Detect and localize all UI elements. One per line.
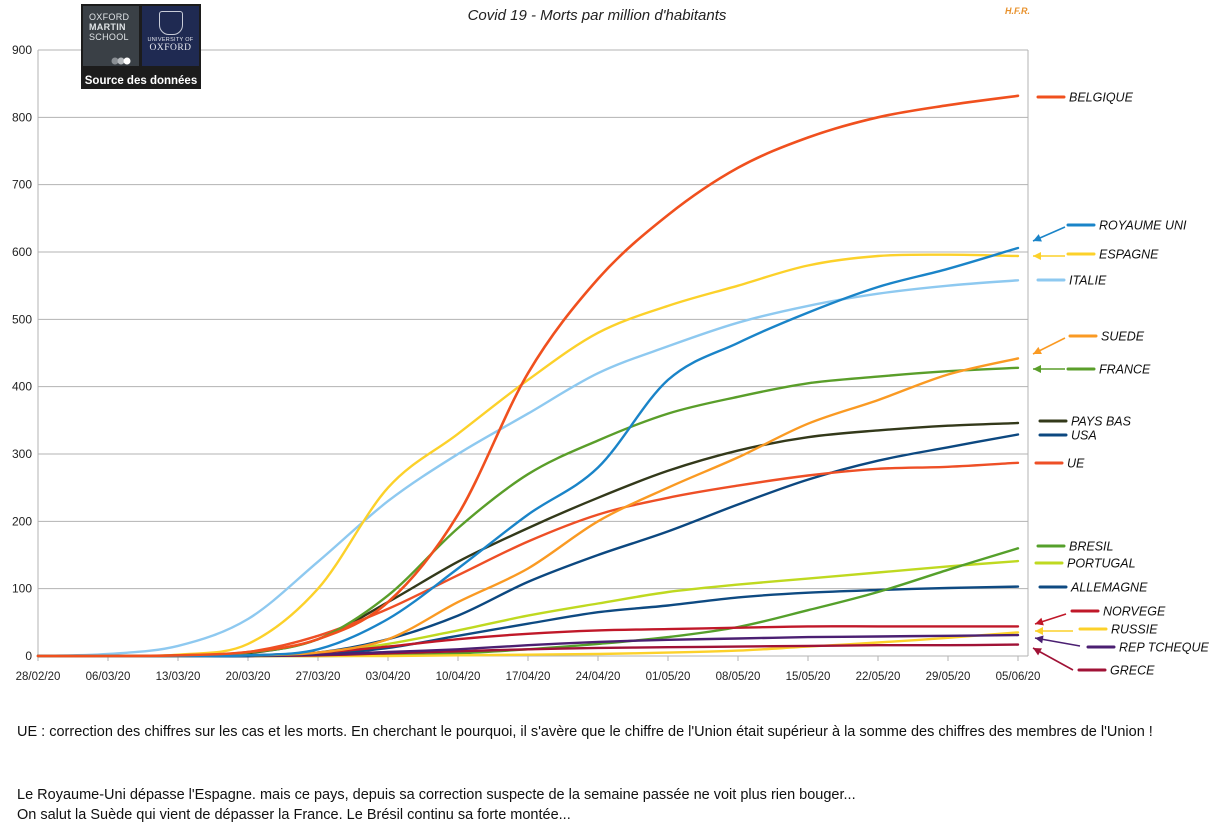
y-tick-label: 600 [12, 245, 32, 259]
legend-label-portugal: PORTUGAL [1067, 557, 1136, 571]
series-line-italie [36, 279, 1020, 658]
legend-label-russie: RUSSIE [1111, 623, 1158, 637]
oxford-crest-icon [158, 11, 183, 35]
y-tick-label: 700 [12, 178, 32, 192]
x-tick-label: 05/06/20 [996, 671, 1041, 683]
legend-label-france: FRANCE [1099, 363, 1151, 377]
note-royaume-uni: Le Royaume-Uni dépasse l'Espagne. mais c… [17, 787, 856, 803]
oxford-martin-logo: OXFORD MARTIN SCHOOL UNIVERSITY OF OXFOR… [81, 4, 201, 89]
x-tick-label: 15/05/20 [786, 671, 831, 683]
series-line-belgique [36, 94, 1020, 658]
logo-university-of: UNIVERSITY OF [147, 37, 194, 43]
series-line-suede [36, 357, 1020, 658]
legend-arrow-head-espagne [1033, 252, 1041, 260]
y-tick-label: 0 [25, 649, 32, 663]
x-axis-ticks: 28/02/20 06/03/20 13/03/20 20/03/20 27/03/20… [16, 656, 1041, 683]
legend-label-belgique: BELGIQUE [1069, 91, 1134, 105]
x-tick-label: 13/03/20 [156, 671, 201, 683]
x-tick-label: 10/04/20 [436, 671, 481, 683]
series-line-france [36, 366, 1020, 658]
x-tick-label: 28/02/20 [16, 671, 61, 683]
note-comments: Le Royaume-Uni dépasse l'Espagne. mais c… [17, 785, 1167, 825]
legend-label-norvege: NORVEGE [1103, 605, 1166, 619]
series-lines [36, 94, 1020, 658]
hfr-watermark: H.F.R. [1005, 6, 1030, 16]
x-tick-label: 03/04/20 [366, 671, 411, 683]
legend-label-usa: USA [1071, 429, 1097, 443]
series-line-pays-bas [36, 421, 1020, 658]
legend-label-bresil: BRESIL [1069, 540, 1114, 554]
legend-arrow-head-royaume-uni [1033, 234, 1042, 242]
source-label: Source des données [84, 75, 198, 87]
logo-line-martin: MARTIN [89, 22, 126, 32]
x-tick-label: 24/04/20 [576, 671, 621, 683]
logo-oxford: OXFORD [149, 43, 192, 53]
y-tick-label: 300 [12, 447, 32, 461]
series-line-royaume-uni [36, 246, 1020, 658]
legend-arrow-head-norvege [1035, 617, 1044, 626]
series-line-norvege [36, 625, 1020, 658]
logo-dots-icon [111, 57, 131, 65]
x-tick-label: 01/05/20 [646, 671, 691, 683]
legend-arrow-head-russie [1035, 627, 1043, 635]
x-tick-label: 22/05/20 [856, 671, 901, 683]
legend-arrow-head-rep-tcheque [1035, 635, 1044, 644]
note-ue-correction: UE : correction des chiffres sur les cas… [17, 724, 1153, 740]
legend-label-suede: SUEDE [1101, 330, 1145, 344]
y-tick-label: 200 [12, 514, 32, 528]
legend-label-allemagne: ALLEMAGNE [1070, 581, 1148, 595]
x-tick-label: 17/04/20 [506, 671, 551, 683]
x-tick-label: 06/03/20 [86, 671, 131, 683]
x-tick-label: 08/05/20 [716, 671, 761, 683]
legend-arrow-head-grece [1033, 648, 1042, 656]
series-line-bresil [36, 547, 1020, 658]
y-tick-label: 400 [12, 380, 32, 394]
note-suede-bresil: On salut la Suède qui vient de dépasser … [17, 807, 571, 823]
x-tick-label: 27/03/20 [296, 671, 341, 683]
y-tick-label: 800 [12, 110, 32, 124]
line-chart: Covid 19 - Morts par million d'habitants… [12, 6, 1210, 683]
legend-arrow-head-suede [1033, 346, 1042, 354]
chart-title: Covid 19 - Morts par million d'habitants [468, 7, 727, 24]
oxford-martin-school-block: OXFORD MARTIN SCHOOL [83, 6, 139, 66]
legend-label-italie: ITALIE [1069, 274, 1107, 288]
legend-label-rep-tcheque: REP TCHEQUE [1119, 641, 1209, 655]
legend-arrow-head-france [1033, 365, 1041, 373]
logo-line-school: SCHOOL [89, 32, 129, 42]
legend-label-pays-bas: PAYS BAS [1071, 415, 1132, 429]
y-axis-ticks: 0 100 200 300 400 500 600 700 800 900 [12, 43, 32, 663]
y-tick-label: 500 [12, 312, 32, 326]
x-tick-label: 20/03/20 [226, 671, 271, 683]
legend: BELGIQUE ROYAUME UNI ESPAGNE ITALIE SUEDE FRA… [1032, 91, 1209, 678]
legend-label-ue: UE [1067, 457, 1085, 471]
series-line-espagne [36, 253, 1020, 658]
university-of-oxford-block: UNIVERSITY OF OXFORD [142, 6, 199, 66]
y-tick-label: 100 [12, 582, 32, 596]
x-tick-label: 29/05/20 [926, 671, 971, 683]
y-tick-label: 900 [12, 43, 32, 57]
legend-label-grece: GRECE [1110, 664, 1155, 678]
logo-line-oxford: OXFORD [89, 12, 130, 22]
legend-label-espagne: ESPAGNE [1099, 248, 1159, 262]
legend-label-royaume-uni: ROYAUME UNI [1099, 219, 1187, 233]
